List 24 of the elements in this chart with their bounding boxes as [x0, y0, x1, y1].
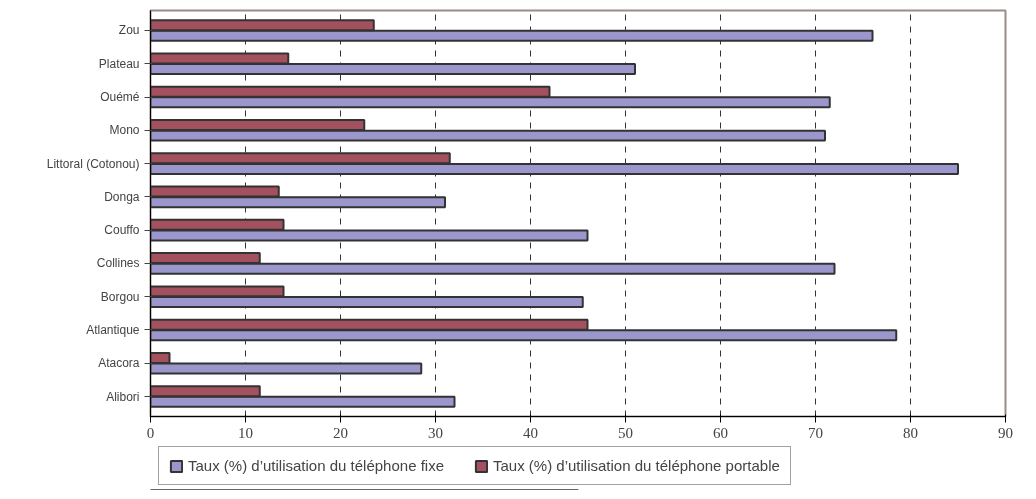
y-tick-label: Atacora — [98, 356, 140, 371]
y-tick-label: Mono — [109, 123, 140, 138]
x-tick-label: 10 — [238, 424, 253, 441]
x-tick-label: 20 — [333, 424, 348, 441]
legend-label: Taux (%) d’utilisation du téléphone fixe — [188, 457, 444, 474]
x-tick-label: 60 — [713, 424, 728, 441]
y-tick-label: Atlantique — [86, 322, 140, 337]
x-tick-label: 0 — [146, 424, 155, 441]
y-tick-label: Alibori — [106, 389, 140, 404]
y-tick-label: Couffo — [104, 223, 140, 238]
x-tick-label: 40 — [523, 424, 538, 441]
y-tick-label: Borgou — [100, 289, 140, 304]
y-tick-label: Donga — [104, 189, 140, 204]
x-tick-label: 30 — [428, 424, 443, 441]
x-tick-label: 70 — [808, 424, 823, 441]
x-tick-label: 50 — [618, 424, 633, 441]
y-tick-label: Littoral (Cotonou) — [46, 156, 140, 171]
y-tick-label: Plateau — [98, 56, 140, 71]
y-tick-label: Zou — [118, 23, 140, 38]
y-tick-label: Ouémé — [100, 90, 140, 105]
y-tick-label: Collines — [96, 256, 140, 271]
x-tick-label: 90 — [998, 424, 1013, 441]
legend-label: Taux (%) d’utilisation du téléphone portable — [492, 457, 780, 474]
x-tick-label: 80 — [903, 424, 918, 441]
